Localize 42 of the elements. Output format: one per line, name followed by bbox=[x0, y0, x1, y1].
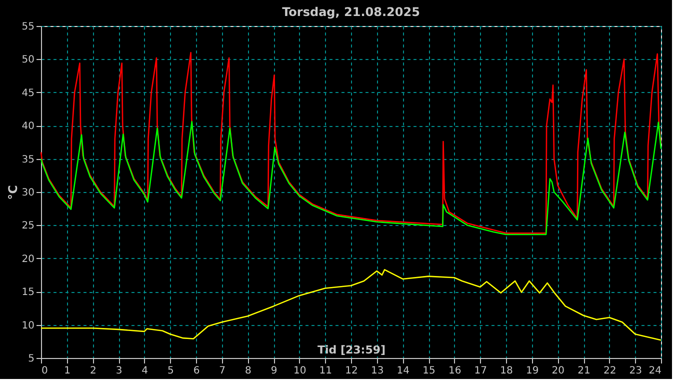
x-tick-label: 6 bbox=[193, 366, 200, 376]
x-tick-label: 5 bbox=[167, 366, 174, 376]
x-tick-label: 9 bbox=[270, 366, 278, 376]
x-tick-label: 12 bbox=[345, 366, 358, 376]
x-tick-label: 19 bbox=[526, 366, 539, 376]
x-tick-label: 3 bbox=[116, 366, 122, 376]
y-tick-label: 40 bbox=[22, 121, 34, 132]
y-tick-label: 25 bbox=[22, 220, 34, 232]
chart-title: Torsdag, 21.08.2025 bbox=[282, 5, 420, 19]
y-tick-label: 5 bbox=[28, 354, 34, 364]
x-tick-label: 2 bbox=[90, 366, 96, 376]
y-tick-label: 20 bbox=[22, 254, 34, 265]
y-tick-label: 15 bbox=[22, 287, 34, 298]
line-series bbox=[40, 120, 662, 236]
x-tick-label: 16 bbox=[448, 366, 462, 376]
y-tick-label: 50 bbox=[22, 54, 34, 66]
y-tick-label: 10 bbox=[22, 320, 34, 332]
y-tick-label: 35 bbox=[22, 154, 34, 166]
line-series bbox=[40, 52, 662, 234]
x-tick-label: 7 bbox=[219, 366, 226, 376]
x-tick-label: 15 bbox=[422, 366, 436, 376]
y-axis-title: °C bbox=[6, 184, 20, 200]
x-tick-label: 0 bbox=[42, 366, 48, 376]
x-tick-label: 20 bbox=[552, 366, 565, 376]
x-tick-label: 13 bbox=[370, 366, 384, 376]
x-tick-label: 23 bbox=[629, 366, 642, 376]
x-tick-label: 4 bbox=[142, 366, 148, 376]
x-tick-label: 10 bbox=[293, 366, 306, 376]
x-tick-label: 24 bbox=[648, 366, 662, 376]
x-tick-label: 21 bbox=[578, 366, 590, 376]
x-tick-label: 1 bbox=[64, 366, 71, 376]
x-axis-title: Tid [23:59] bbox=[317, 344, 386, 356]
x-tick-label: 22 bbox=[603, 366, 616, 376]
x-tick-label: 18 bbox=[500, 366, 513, 376]
y-tick-label: 30 bbox=[22, 188, 34, 198]
x-tick-label: 14 bbox=[396, 366, 410, 376]
y-tick-label: 45 bbox=[22, 88, 34, 99]
line-series bbox=[40, 269, 662, 341]
x-tick-label: 17 bbox=[474, 366, 488, 376]
x-tick-label: 11 bbox=[319, 366, 332, 376]
y-tick-label: 55 bbox=[22, 22, 34, 32]
x-tick-label: 8 bbox=[244, 366, 252, 376]
